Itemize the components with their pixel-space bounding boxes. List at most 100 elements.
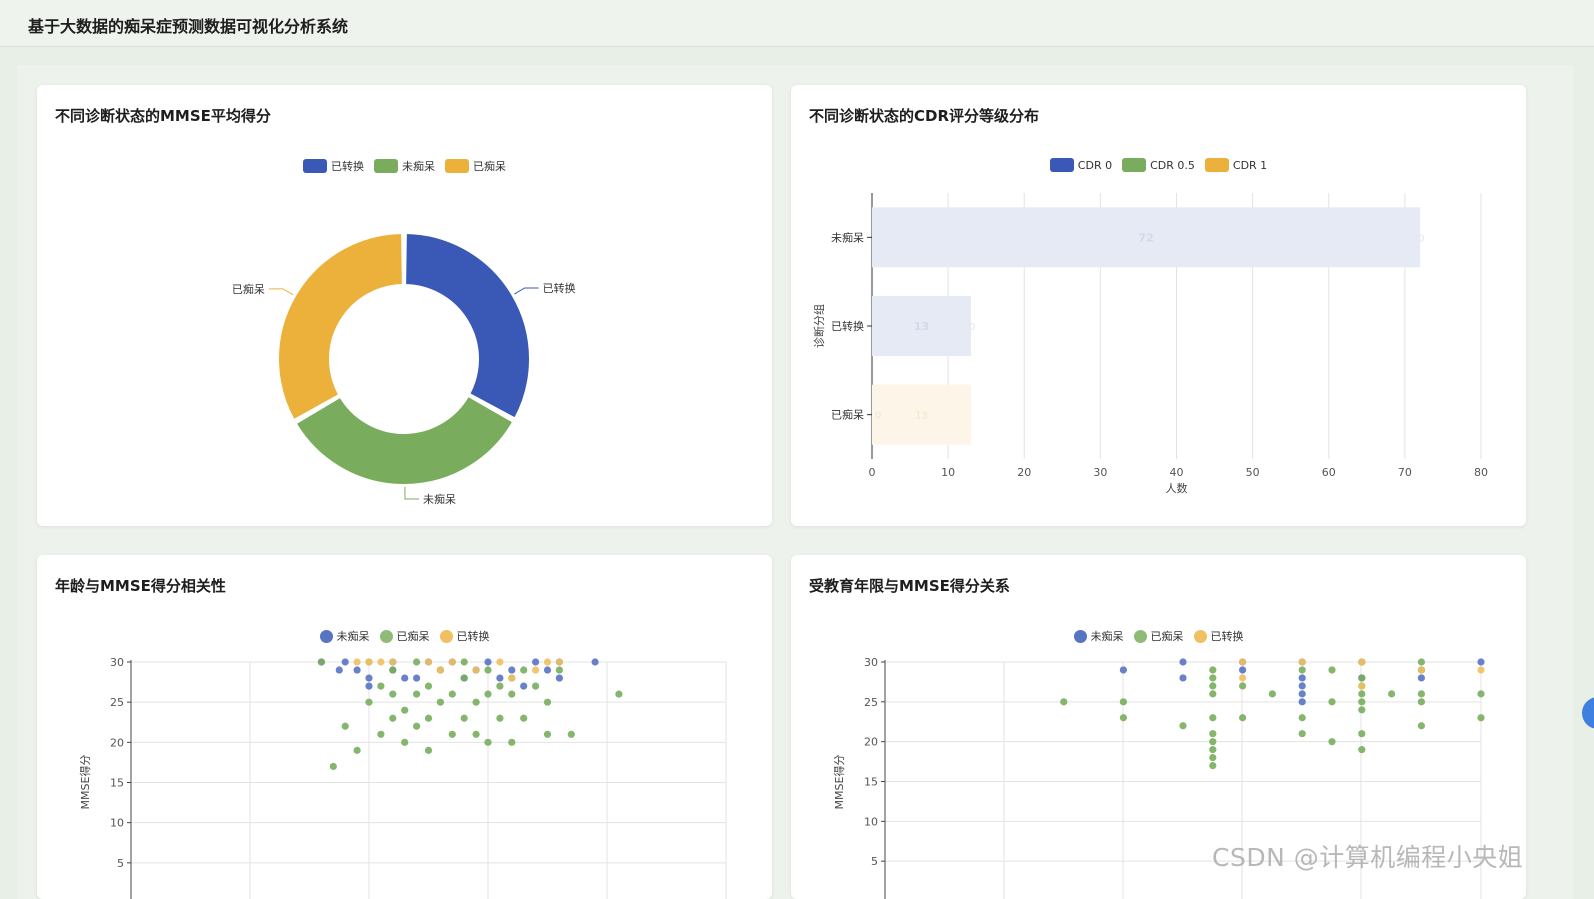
scatter-point [413,722,421,730]
x-tick-label: 50 [1246,466,1260,479]
y-tick-label: 已转换 [831,319,864,333]
scatter-point [1209,666,1217,674]
scatter-point [401,674,409,682]
scatter-point [1239,674,1247,682]
legend-item[interactable]: 未痴呆 [374,158,435,174]
x-tick-label: 40 [1170,466,1184,479]
scatter-point [591,658,599,666]
scatter-point [555,658,564,666]
bar [872,207,1421,268]
legend-item[interactable]: 已转换 [1193,628,1244,644]
scatter-point [1358,658,1366,666]
scatter-point [1477,714,1485,722]
legend-item[interactable]: 已转换 [303,158,364,174]
scatter-point [1239,682,1247,690]
scatter-point [520,666,528,674]
scatter-point [1388,690,1396,698]
scatter-point [496,658,504,666]
scatter-point [341,722,349,730]
side-toggle-button[interactable] [1582,697,1594,729]
legend-item[interactable]: 未痴呆 [319,628,370,644]
scatter-point [1358,682,1366,690]
scatter-point [1477,658,1485,666]
scatter-point [484,738,492,746]
scatter-point [389,666,397,674]
scatter-point [365,674,373,682]
scatter-point [436,698,444,706]
scatter-point [496,714,504,722]
scatter-point [1298,714,1306,722]
card-title: 不同诊断状态的MMSE平均得分 [55,107,271,125]
legend-item[interactable]: 已转换 [439,628,490,644]
scatter-point [377,730,385,738]
y-tick-label: 15 [864,776,878,789]
legend-item[interactable]: CDR 0 [1049,158,1112,172]
legend-item[interactable]: 已痴呆 [379,628,430,644]
legend-item[interactable]: 已痴呆 [445,158,506,174]
scatter-point [1209,761,1217,770]
slice-label: 未痴呆 [423,492,456,506]
scatter-point [365,658,373,666]
scatter-point [460,714,468,722]
app-title: 基于大数据的痴呆症预测数据可视化分析系统 [28,17,349,36]
scatter-point [472,666,480,674]
chart-legend: 已转换 未痴呆 已痴呆 [37,158,772,174]
bar-label: 0 [969,322,975,333]
scatter-point [424,658,433,666]
y-tick-label: 20 [864,736,878,749]
scatter-point [1209,690,1217,698]
scatter-point [448,658,456,666]
scatter-point [1209,730,1217,738]
cdr-bar-chart: 0 10 20 30 40 50 60 70 80 人数 诊断分组 未痴呆 72 0 已转换 13 0 已痴呆 0 1… [812,193,1488,495]
scatter-point [1477,666,1485,674]
scatter-point [1358,698,1366,706]
x-tick-label: 20 [1017,466,1031,479]
scatter-point [1119,714,1127,722]
x-axis-title: 人数 [1166,482,1188,495]
top-bar: 基于大数据的痴呆症预测数据可视化分析系统 [0,0,1594,47]
scatter-point [1209,674,1217,682]
x-tick-label: 30 [1093,466,1107,479]
scatter-point [1209,682,1217,690]
scatter-point [335,666,343,674]
legend-item[interactable]: CDR 0.5 [1122,158,1195,172]
legend-item[interactable]: CDR 1 [1204,158,1267,172]
scatter-point [1298,730,1306,738]
chart-legend: 未痴呆 已痴呆 已转换 [37,628,772,644]
legend-item[interactable]: 已痴呆 [1133,628,1184,644]
age-scatter-chart: 5 10 15 20 25 30 MMSE得分 [79,656,727,899]
scatter-point [1328,666,1336,674]
scatter-point [1119,698,1127,706]
bar-label: 13 [914,320,929,333]
scatter-point [1298,698,1306,706]
scatter-point [1298,690,1306,698]
scatter-point [1179,674,1187,682]
scatter-point [1060,698,1068,706]
scatter-point [413,674,421,682]
scatter-point [329,762,337,771]
y-tick-label: 10 [864,815,878,828]
bar-label: 72 [1138,231,1153,244]
x-tick-label: 10 [941,466,955,479]
pie-slice [277,232,404,422]
age-mmse-card: 年龄与MMSE得分相关性 未痴呆 已痴呆 已转换 5 10 15 20 25 30 MMSE… [37,555,772,899]
scatter-point [532,682,540,690]
scatter-point [436,666,444,674]
scatter-point [1268,690,1276,698]
scatter-point [520,714,528,722]
scatter-point [365,698,373,706]
y-tick-label: 5 [117,857,124,870]
scatter-point [1358,674,1366,682]
scatter-point [1358,746,1366,754]
card-title: 受教育年限与MMSE得分关系 [809,577,1010,595]
scatter-point [484,666,492,674]
scatter-point [401,738,409,746]
chart-legend: 未痴呆 已痴呆 已转换 [791,628,1526,644]
scatter-point [1417,658,1425,666]
label-line [268,288,294,296]
scatter-point [1298,666,1306,674]
scatter-point [508,666,516,674]
legend-item[interactable]: 未痴呆 [1073,628,1124,644]
scatter-point [1298,674,1306,682]
